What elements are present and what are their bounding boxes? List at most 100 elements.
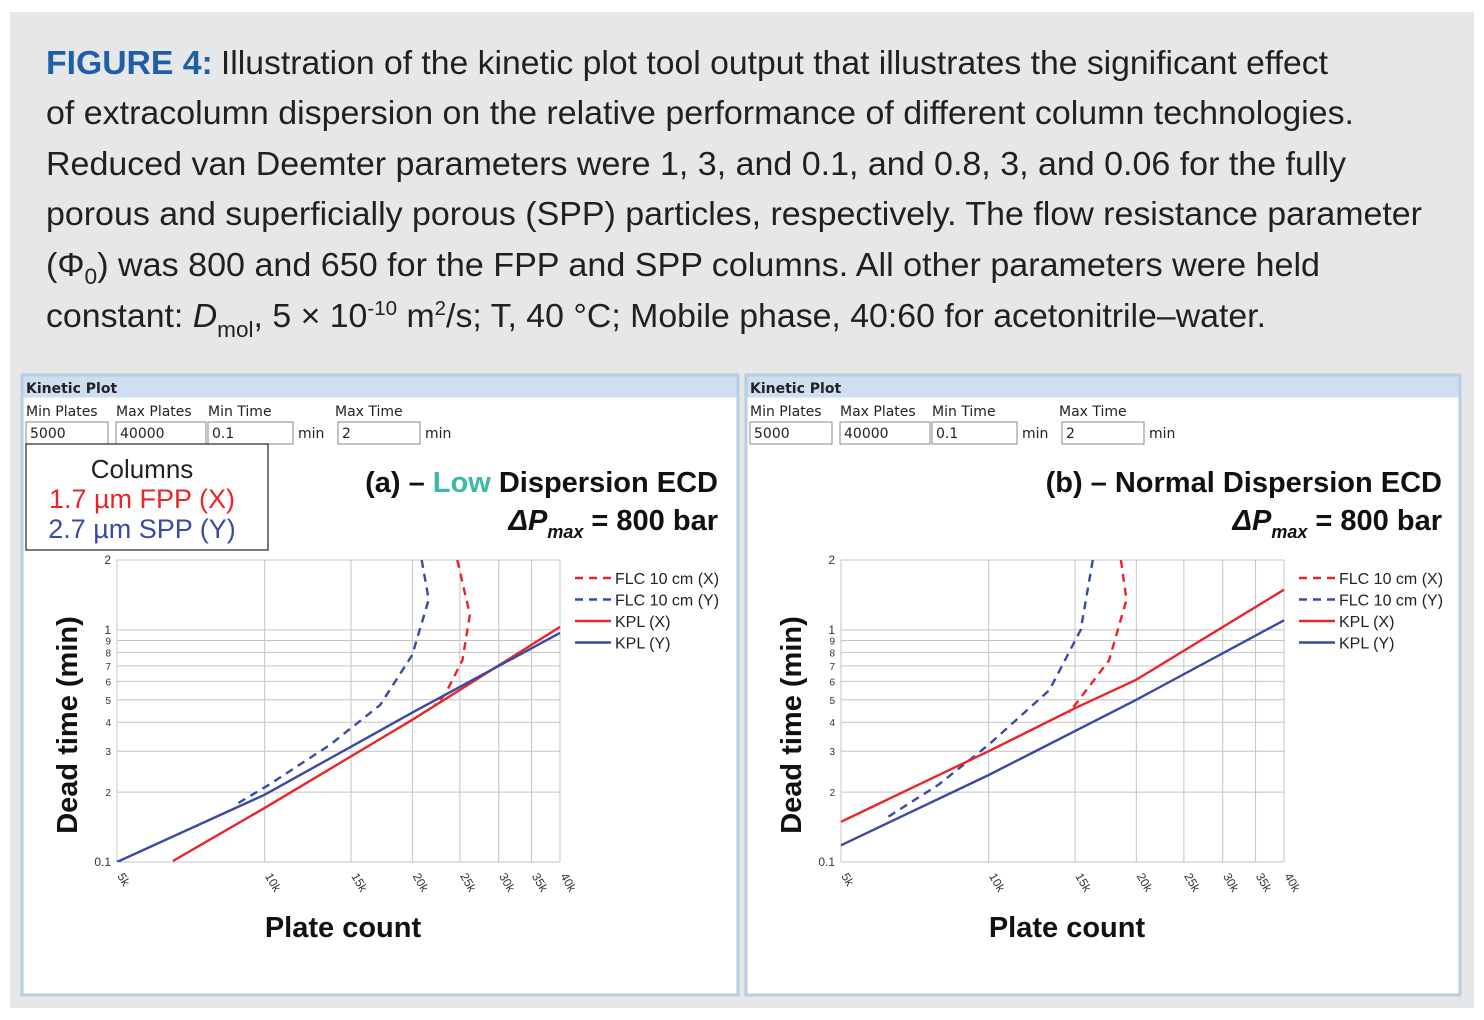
input-box[interactable]: 2 xyxy=(1061,421,1145,445)
legend-label: KPL (Y) xyxy=(1339,636,1394,653)
input-value: 0.1 xyxy=(212,426,234,442)
series-line xyxy=(840,619,1285,847)
y-tick-label: 7 xyxy=(105,662,111,673)
input-value: 2 xyxy=(1066,426,1075,442)
y-tick-label: 8 xyxy=(105,648,111,659)
legend-label: FLC 10 cm (X) xyxy=(615,571,719,588)
input-box[interactable]: 5000 xyxy=(749,421,833,445)
caption-sub: 0 xyxy=(85,264,98,289)
caption-line: porous and superficially porous (SPP) pa… xyxy=(46,195,1422,232)
series-line xyxy=(840,588,1285,823)
caption-text: Illustration of the kinetic plot tool ou… xyxy=(221,44,1328,81)
annotation-sub: max xyxy=(547,522,584,542)
input-box[interactable]: 0.1 xyxy=(931,421,1018,445)
y-axis-label: Dead time (min) xyxy=(52,616,84,834)
caption-sup: 2 xyxy=(435,298,446,320)
annotation-text: = 800 bar xyxy=(1307,505,1442,537)
input-value: 5000 xyxy=(754,426,790,442)
annotation-text: ΔP xyxy=(508,505,548,537)
input-value: 2 xyxy=(342,426,351,442)
columns-item: 1.7 µm FPP (X) xyxy=(49,484,235,514)
caption-label: FIGURE 4: xyxy=(46,44,213,81)
input-box[interactable]: 0.1 xyxy=(207,421,294,445)
legend-label: KPL (X) xyxy=(1339,614,1394,631)
field-label: Min Plates xyxy=(26,404,98,420)
input-value: 40000 xyxy=(120,426,165,442)
input-box[interactable]: 40000 xyxy=(839,421,931,445)
input-box[interactable]: 5000 xyxy=(25,421,109,445)
caption-sup: -10 xyxy=(367,298,397,320)
y-tick-label: 9 xyxy=(829,636,835,647)
y-tick-label: 9 xyxy=(105,636,111,647)
caption-line: Reduced van Deemter parameters were 1, 3… xyxy=(46,145,1347,182)
caption-line: FIGURE 4: Illustration of the kinetic plo… xyxy=(46,44,1328,81)
y-tick-label: 8 xyxy=(829,648,835,659)
y-tick-label: 0.1 xyxy=(94,855,111,869)
panel xyxy=(744,373,1462,997)
annotation-sub: max xyxy=(1271,522,1308,542)
y-tick-label: 2 xyxy=(105,788,111,799)
annotation: ΔPmax = 800 bar xyxy=(508,505,718,542)
field-label: Max Plates xyxy=(116,404,192,420)
y-tick-label: 2 xyxy=(829,788,835,799)
annotation-text: = 800 bar xyxy=(583,505,718,537)
input-box[interactable]: 40000 xyxy=(115,421,207,445)
annotation: ΔPmax = 800 bar xyxy=(1232,505,1442,542)
caption-line: (Φ0) was 800 and 650 for the FPP and SPP… xyxy=(46,246,1320,289)
input-field[interactable] xyxy=(1061,421,1145,445)
series-line xyxy=(234,560,430,807)
panel-title: Kinetic Plot xyxy=(750,381,841,397)
field-unit: min xyxy=(425,426,451,442)
title-part: Dispersion ECD xyxy=(491,467,718,499)
legend-label: KPL (Y) xyxy=(615,636,670,653)
y-tick-label: 7 xyxy=(829,662,835,673)
field-label: Min Time xyxy=(208,404,272,420)
y-tick-label: 3 xyxy=(105,747,111,758)
input-value: 5000 xyxy=(30,426,66,442)
caption-text: ) was 800 and 650 for the FPP and SPP co… xyxy=(97,246,1320,283)
panel-title: Kinetic Plot xyxy=(26,381,117,397)
title-part: (a) – xyxy=(365,467,433,499)
field-unit: min xyxy=(298,426,324,442)
caption-text: Reduced van Deemter parameters were 1, 3… xyxy=(46,145,1347,182)
field-label: Min Plates xyxy=(750,404,822,420)
y-tick-label: 5 xyxy=(105,696,111,707)
caption-text: constant: xyxy=(46,297,193,334)
series-line xyxy=(882,560,1094,821)
caption-line: of extracolumn dispersion on the relativ… xyxy=(46,94,1354,131)
legend-label: FLC 10 cm (Y) xyxy=(1339,593,1443,610)
series-line xyxy=(1068,560,1128,714)
field-unit: min xyxy=(1149,426,1175,442)
input-field[interactable] xyxy=(749,421,833,445)
y-tick-label: 4 xyxy=(105,718,111,729)
y-tick-label: 3 xyxy=(829,747,835,758)
columns-item: 2.7 µm SPP (Y) xyxy=(48,514,236,544)
caption-text: , 5 × 10 xyxy=(254,297,368,334)
y-tick-label: 5 xyxy=(829,696,835,707)
input-field[interactable] xyxy=(839,421,931,445)
input-field[interactable] xyxy=(931,421,1018,445)
caption-text: of extracolumn dispersion on the relativ… xyxy=(46,94,1354,131)
panel-header xyxy=(23,376,737,398)
columns-title: Columns xyxy=(91,454,194,484)
input-value: 40000 xyxy=(844,426,889,442)
annotation-text: ΔP xyxy=(1232,505,1272,537)
y-tick-label: 1 xyxy=(104,623,111,637)
x-axis-label: Plate count xyxy=(989,912,1146,944)
caption-text: D xyxy=(193,297,217,334)
title-part: (b) – Normal Dispersion ECD xyxy=(1046,467,1442,499)
legend-label: FLC 10 cm (X) xyxy=(1339,571,1443,588)
y-tick-label: 2 xyxy=(828,553,835,567)
y-tick-label: 4 xyxy=(829,718,835,729)
y-tick-label: 6 xyxy=(105,677,111,688)
legend-label: FLC 10 cm (Y) xyxy=(615,593,719,610)
y-tick-label: 6 xyxy=(829,677,835,688)
field-label: Max Time xyxy=(1059,404,1127,420)
field-label: Max Time xyxy=(335,404,403,420)
series-line xyxy=(116,631,561,862)
y-tick-label: 1 xyxy=(828,623,835,637)
input-box[interactable]: 2 xyxy=(337,421,421,445)
input-field[interactable] xyxy=(337,421,421,445)
caption-text: porous and superficially porous (SPP) pa… xyxy=(46,195,1422,232)
caption-line: constant: Dmol, 5 × 10 -10 m2/s; T, 40 °C… xyxy=(46,297,1266,342)
